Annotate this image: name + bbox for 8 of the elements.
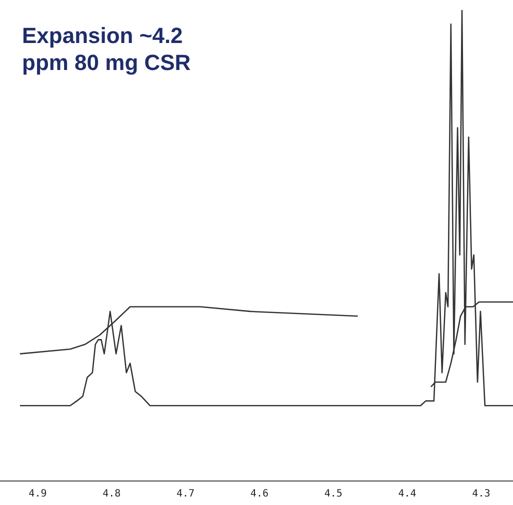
x-tick-label: 4.6	[250, 488, 268, 500]
x-tick-label: 4.5	[324, 488, 342, 500]
x-tick-label: 4.7	[176, 488, 195, 500]
x-tick-label: 4.8	[102, 488, 121, 500]
x-tick-label: 4.4	[398, 488, 416, 500]
x-tick-label: 4.9	[28, 488, 47, 500]
x-tick-label: 4.3	[472, 488, 490, 500]
text: Expansion ~4.2 ppm 80 mg CSR	[22, 22, 192, 76]
